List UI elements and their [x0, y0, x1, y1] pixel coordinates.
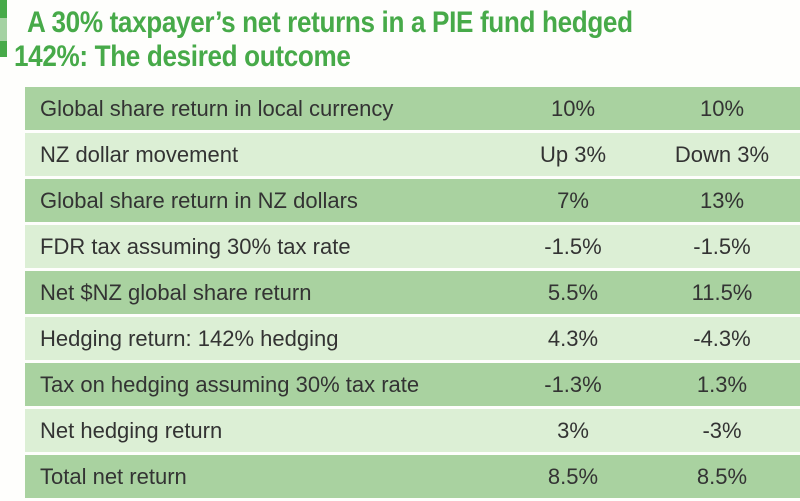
left-edge-green-mark [0, 0, 7, 57]
scenario2-value-cell: 13% [637, 179, 800, 222]
scenario2-value-cell: -1.5% [637, 225, 800, 268]
row-label-cell: Global share return in local currency [25, 87, 509, 130]
scenario1-value-cell: 5.5% [509, 271, 637, 314]
table-row: Total net return 8.5% 8.5% [25, 455, 800, 498]
table-row: FDR tax assuming 30% tax rate -1.5% -1.5… [25, 225, 800, 268]
row-label-cell: Hedging return: 142% hedging [25, 317, 509, 360]
scenario1-value-cell: Up 3% [509, 133, 637, 176]
scenario1-value-cell: 10% [509, 87, 637, 130]
table-row: Net $NZ global share return 5.5% 11.5% [25, 271, 800, 314]
row-label-cell: FDR tax assuming 30% tax rate [25, 225, 509, 268]
row-label-cell: Net hedging return [25, 409, 509, 452]
returns-table: Global share return in local currency 10… [25, 84, 800, 501]
scenario2-value-cell: -3% [637, 409, 800, 452]
row-label-cell: Tax on hedging assuming 30% tax rate [25, 363, 509, 406]
figure-title: A 30% taxpayer’s net returns in a PIE fu… [14, 6, 633, 74]
table-row: Net hedging return 3% -3% [25, 409, 800, 452]
scenario1-value-cell: 7% [509, 179, 637, 222]
row-label-cell: NZ dollar movement [25, 133, 509, 176]
scenario2-value-cell: 11.5% [637, 271, 800, 314]
scenario2-value-cell: 10% [637, 87, 800, 130]
scenario1-value-cell: 4.3% [509, 317, 637, 360]
table-row: NZ dollar movement Up 3% Down 3% [25, 133, 800, 176]
row-label-cell: Net $NZ global share return [25, 271, 509, 314]
scenario1-value-cell: -1.5% [509, 225, 637, 268]
scenario1-value-cell: 3% [509, 409, 637, 452]
figure-title-line1: A 30% taxpayer’s net returns in a PIE fu… [27, 6, 633, 39]
table-row: Tax on hedging assuming 30% tax rate -1.… [25, 363, 800, 406]
scenario2-value-cell: Down 3% [637, 133, 800, 176]
table-row: Global share return in NZ dollars 7% 13% [25, 179, 800, 222]
table-row: Global share return in local currency 10… [25, 87, 800, 130]
row-label-cell: Total net return [25, 455, 509, 498]
scenario2-value-cell: 8.5% [637, 455, 800, 498]
scenario1-value-cell: -1.3% [509, 363, 637, 406]
table-row: Hedging return: 142% hedging 4.3% -4.3% [25, 317, 800, 360]
row-label-cell: Global share return in NZ dollars [25, 179, 509, 222]
scenario1-value-cell: 8.5% [509, 455, 637, 498]
figure-title-line2: 142%: The desired outcome [14, 40, 351, 73]
scenario2-value-cell: -4.3% [637, 317, 800, 360]
scenario2-value-cell: 1.3% [637, 363, 800, 406]
